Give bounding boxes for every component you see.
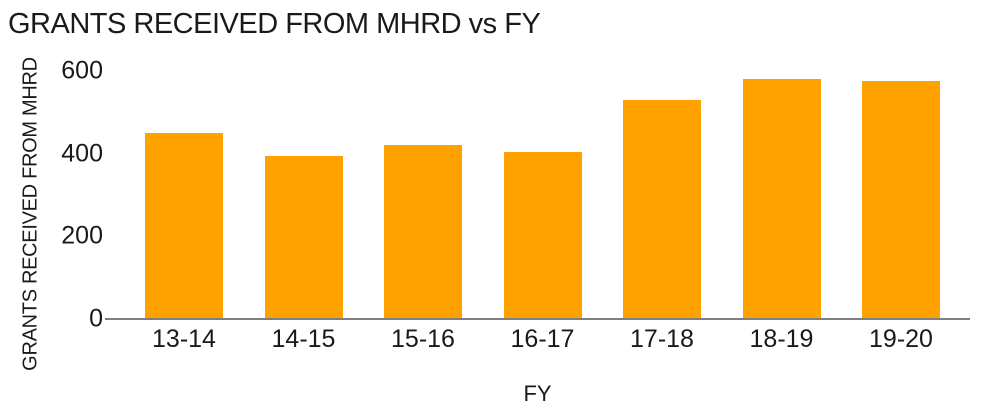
x-axis-title: FY: [523, 381, 552, 406]
chart-title: GRANTS RECEIVED FROM MHRD vs FY: [8, 8, 541, 40]
y-tick-label: 0: [89, 304, 103, 333]
bar-17-18: [623, 99, 701, 319]
x-tick-label: 16-17: [510, 325, 575, 353]
y-tick-label: 200: [61, 221, 103, 250]
y-axis-tick-labels: 0 200 400 600: [0, 58, 103, 331]
x-tick-label: 14-15: [271, 325, 336, 353]
x-tick-label: 15-16: [391, 325, 455, 353]
x-tick-label: 19-20: [869, 325, 933, 353]
bar-14-15: [264, 155, 343, 319]
bar-16-17: [503, 151, 582, 319]
y-tick-label: 400: [61, 139, 103, 168]
bar-19-20: [862, 81, 940, 319]
x-axis-tick-labels: 13-14 14-15 15-16 16-17 17-18 18-19 19-20: [105, 327, 970, 352]
bar-18-19: [742, 79, 821, 319]
y-tick-label: 600: [61, 56, 103, 85]
bar-15-16: [384, 145, 462, 319]
x-tick-label: 18-19: [749, 325, 814, 353]
x-tick-label: 17-18: [630, 325, 694, 353]
bar-13-14: [145, 133, 223, 319]
x-axis-line: [105, 318, 970, 320]
x-tick-label: 13-14: [152, 325, 216, 353]
plot-area: [105, 71, 970, 319]
